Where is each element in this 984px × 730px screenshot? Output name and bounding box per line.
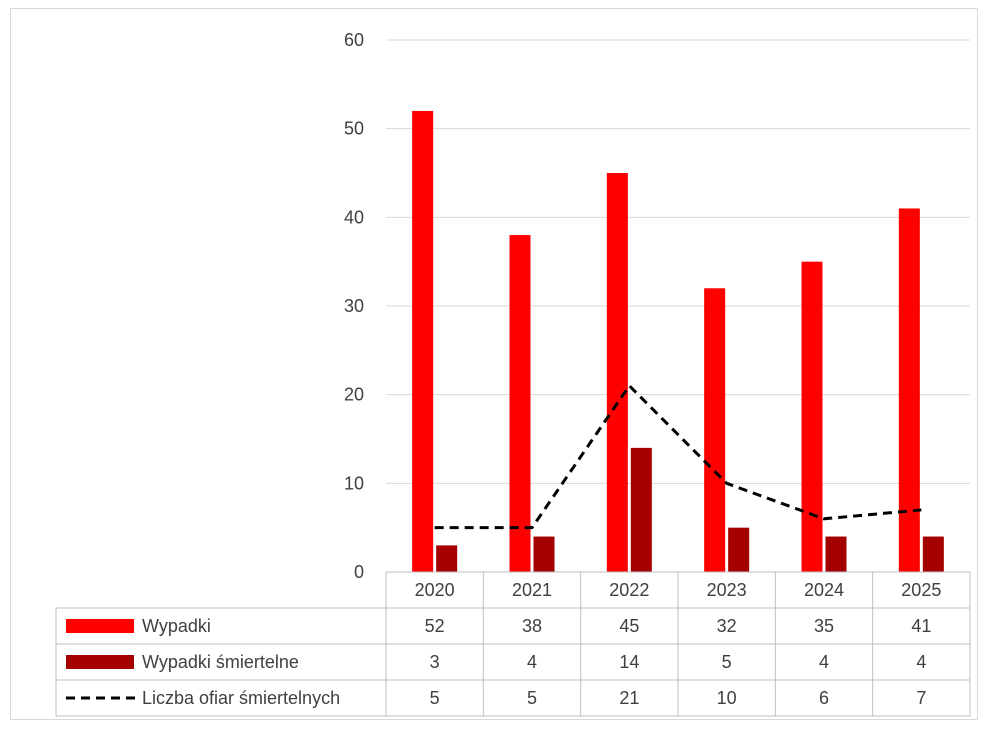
y-tick-label: 50 bbox=[344, 119, 364, 139]
series-line bbox=[434, 383, 922, 530]
legend-key bbox=[66, 619, 134, 633]
data-table-cell: 7 bbox=[916, 688, 926, 708]
bar bbox=[825, 536, 847, 572]
data-table-cell: 5 bbox=[527, 688, 537, 708]
data-table-cell: 4 bbox=[527, 652, 537, 672]
bar bbox=[728, 527, 750, 572]
data-table-cell: 4 bbox=[916, 652, 926, 672]
data-table-cell: 41 bbox=[911, 616, 931, 636]
x-tick-label: 2023 bbox=[707, 580, 747, 600]
bar bbox=[704, 288, 726, 572]
data-table-cell: 14 bbox=[619, 652, 639, 672]
data-table-cell: 32 bbox=[717, 616, 737, 636]
y-tick-label: 0 bbox=[354, 562, 364, 582]
x-tick-label: 2025 bbox=[901, 580, 941, 600]
bar bbox=[412, 110, 434, 572]
chart-frame bbox=[10, 8, 978, 720]
y-tick-label: 20 bbox=[344, 385, 364, 405]
bar bbox=[606, 173, 628, 572]
data-table-cell: 5 bbox=[722, 652, 732, 672]
y-tick-label: 30 bbox=[344, 296, 364, 316]
data-table-cell: 35 bbox=[814, 616, 834, 636]
x-tick-label: 2022 bbox=[609, 580, 649, 600]
y-tick-label: 10 bbox=[344, 473, 364, 493]
data-table-cell: 6 bbox=[819, 688, 829, 708]
data-table-cell: 10 bbox=[717, 688, 737, 708]
legend-label: Wypadki śmiertelne bbox=[142, 652, 299, 672]
legend-label: Liczba ofiar śmiertelnych bbox=[142, 688, 340, 708]
bar bbox=[801, 261, 823, 572]
y-tick-label: 40 bbox=[344, 207, 364, 227]
bar bbox=[533, 536, 555, 572]
data-table-cell: 5 bbox=[430, 688, 440, 708]
bar bbox=[630, 447, 652, 572]
data-table-cell: 21 bbox=[619, 688, 639, 708]
legend-key bbox=[66, 655, 134, 669]
data-table-cell: 3 bbox=[430, 652, 440, 672]
bar bbox=[922, 536, 944, 572]
data-table-cell: 52 bbox=[425, 616, 445, 636]
bar bbox=[436, 545, 458, 572]
y-tick-label: 60 bbox=[344, 30, 364, 50]
x-tick-label: 2024 bbox=[804, 580, 844, 600]
legend-label: Wypadki bbox=[142, 616, 211, 636]
data-table-cell: 38 bbox=[522, 616, 542, 636]
x-tick-label: 2020 bbox=[415, 580, 455, 600]
bar bbox=[898, 208, 920, 572]
data-table-cell: 45 bbox=[619, 616, 639, 636]
data-table-cell: 4 bbox=[819, 652, 829, 672]
bar bbox=[509, 235, 531, 573]
x-tick-label: 2021 bbox=[512, 580, 552, 600]
